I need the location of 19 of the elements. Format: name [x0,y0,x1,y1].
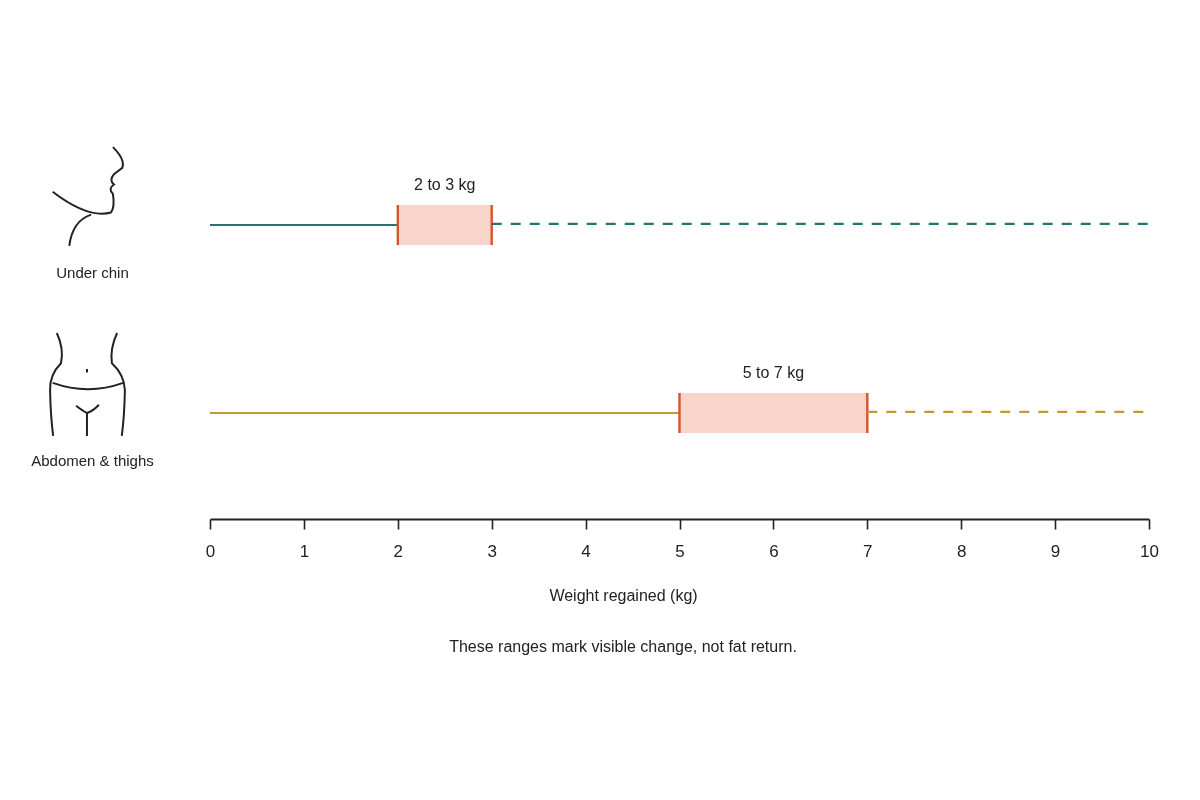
x-tick-label: 10 [1140,541,1159,561]
x-tick-label: 1 [299,541,310,561]
x-tick-label: 4 [581,541,591,561]
annotation: 2 to 3 kg [414,176,476,193]
x-tick-label: 7 [863,541,873,561]
bar [678,391,869,435]
annotation: 5 to 7 kg [742,364,805,381]
y-tick-label: Abdomen & thighs [31,451,154,469]
x-tick-label: 6 [769,541,779,561]
y-tick-label: Under chin [56,263,129,281]
x-axis-title: Weight regained (kg) [549,586,698,604]
x-tick-label: 2 [393,541,404,561]
bar [396,203,493,247]
x-tick-label: 9 [1050,541,1061,561]
text: These ranges mark visible change, not fat return. [449,638,797,655]
x-tick-label: 8 [956,541,967,561]
x-tick-label: 3 [487,541,497,561]
x-tick-label: 0 [205,541,216,561]
x-tick-label: 5 [675,541,685,561]
